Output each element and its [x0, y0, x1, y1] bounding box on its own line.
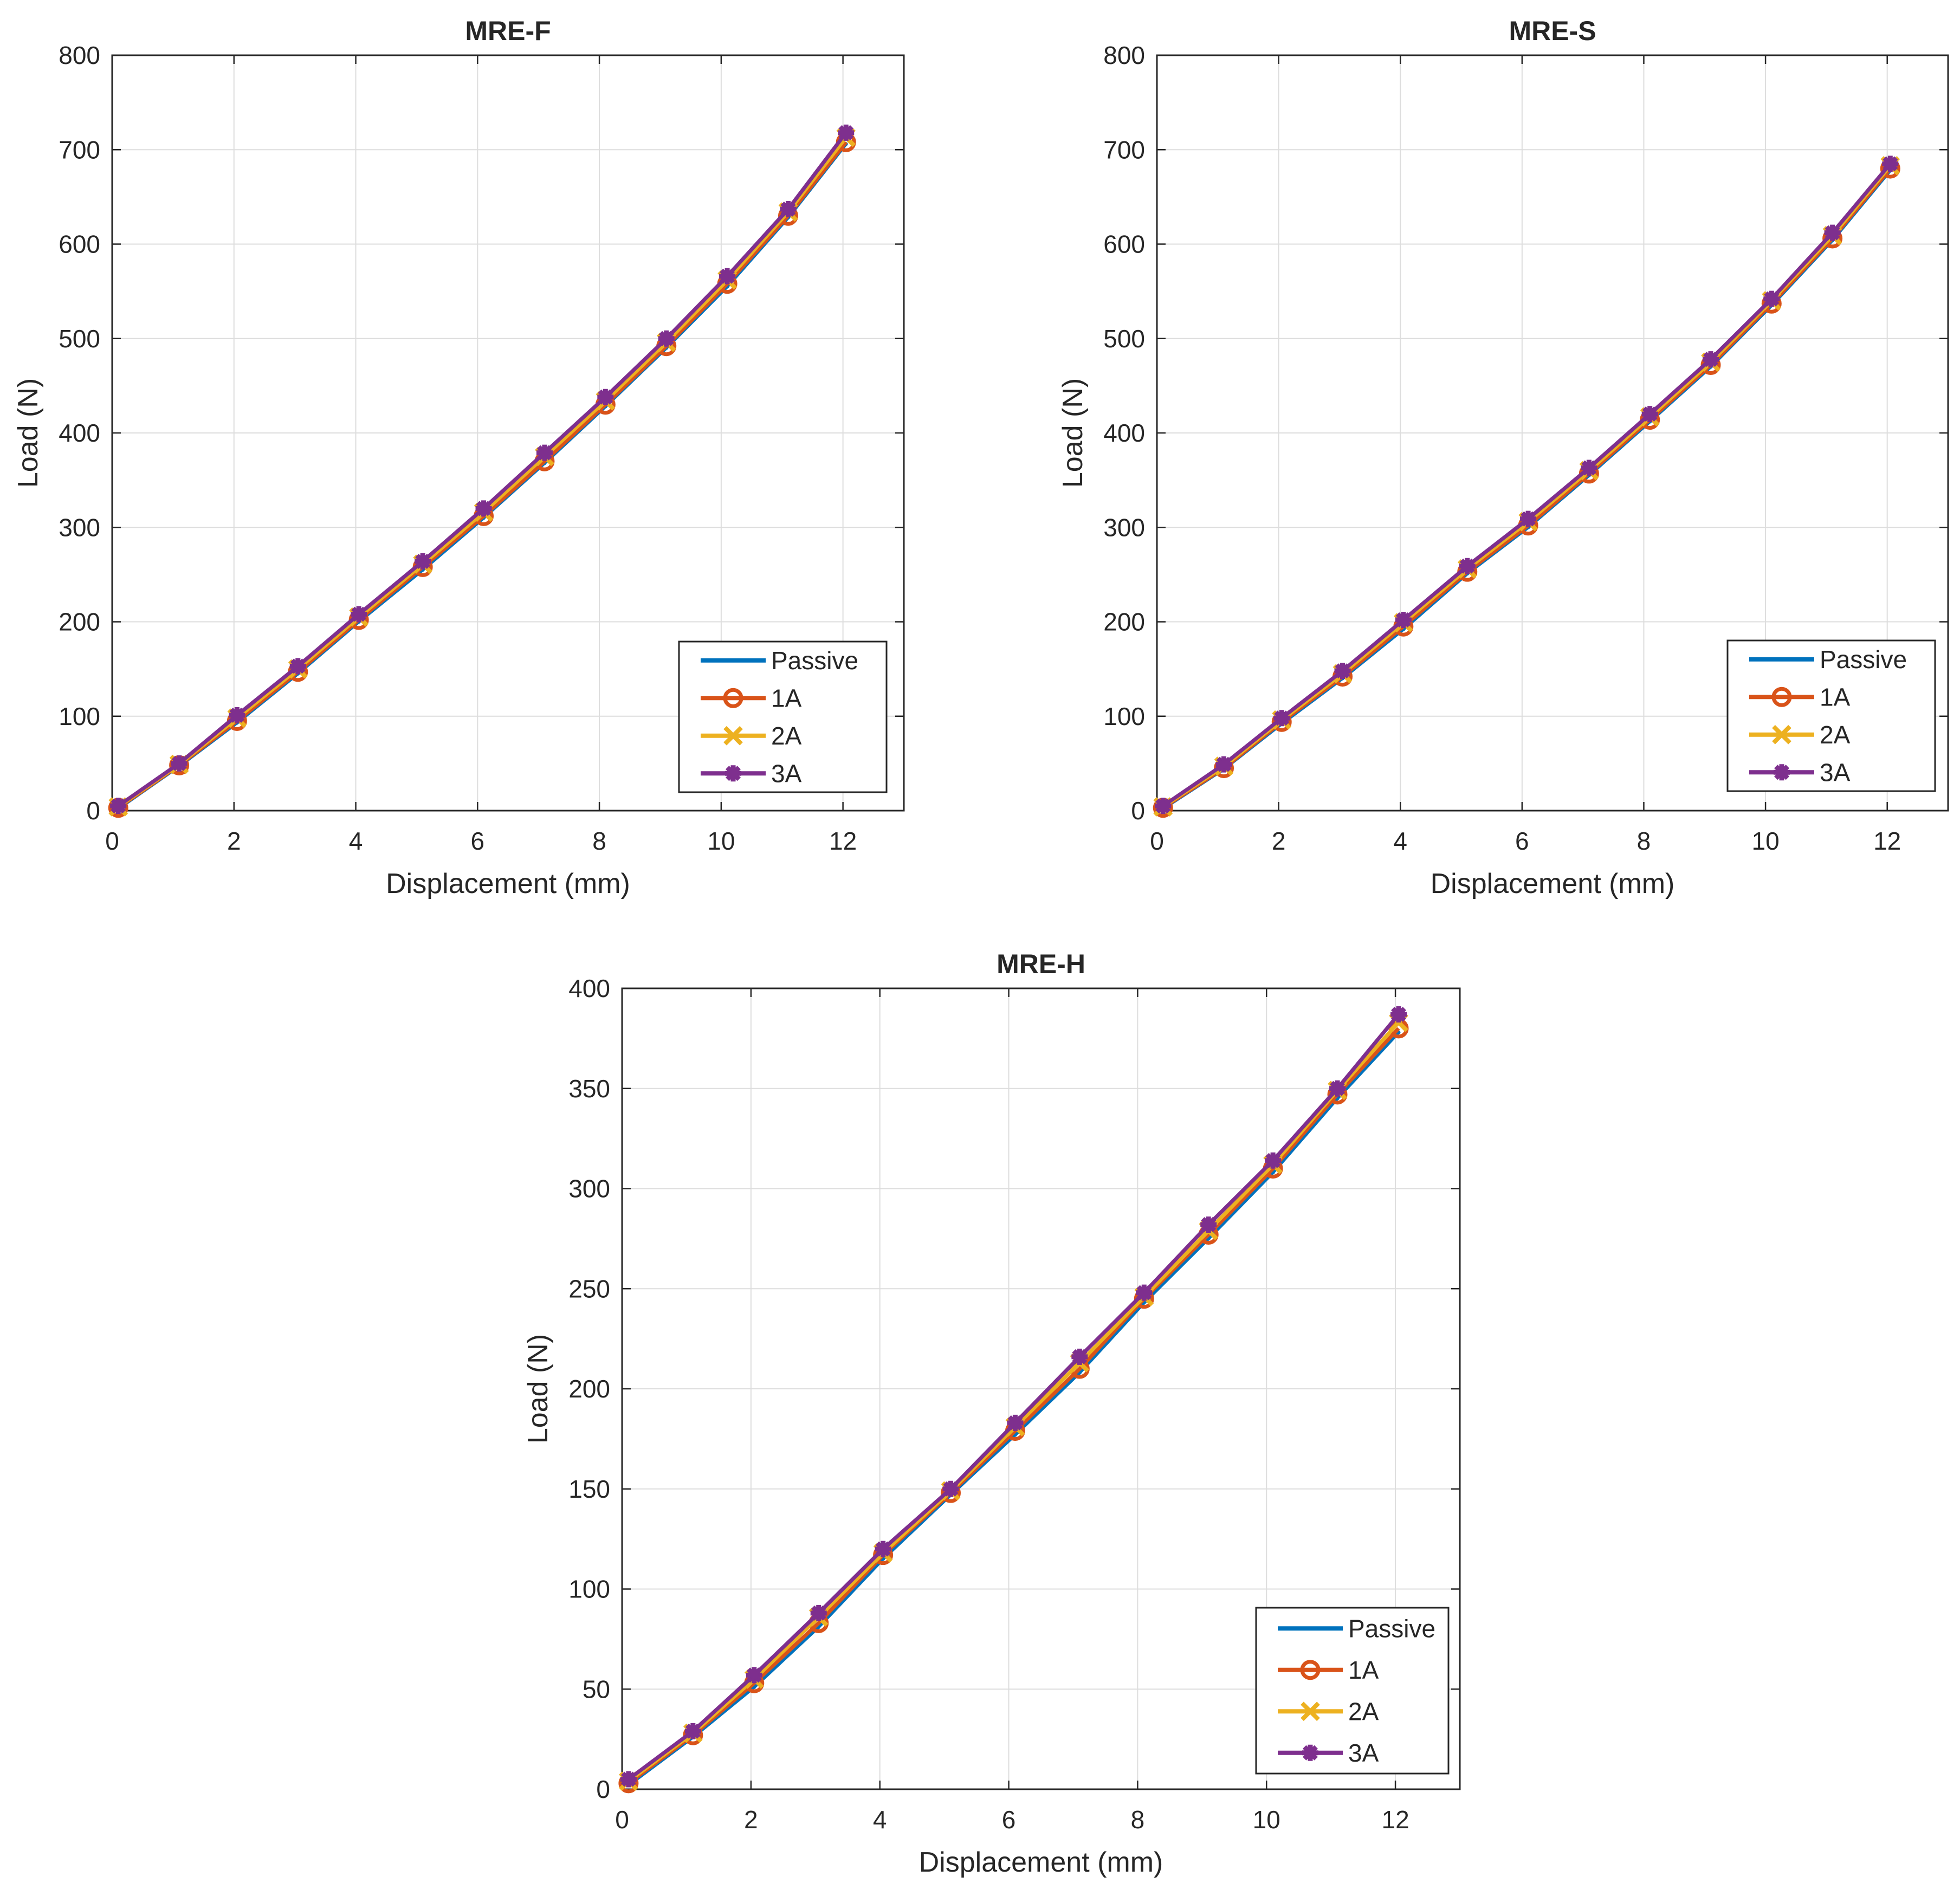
legend-label-3a: 3A [1820, 758, 1851, 786]
x-axis-label: Displacement (mm) [386, 868, 630, 900]
chart-title: MRE-F [465, 16, 551, 46]
y-tick-label: 250 [568, 1274, 610, 1303]
legend: Passive 1A 2A 3A [1726, 639, 1936, 792]
legend-label-passive: Passive [771, 646, 858, 675]
x-tick-label: 8 [592, 827, 606, 855]
legend: Passive 1A 2A 3A [1255, 1607, 1450, 1775]
y-axis-label: Load (N) [522, 1334, 554, 1444]
legend-marker-passive [731, 658, 735, 663]
y-tick-label: 100 [59, 702, 100, 730]
legend-label-passive: Passive [1820, 645, 1907, 674]
chart-title: MRE-H [997, 949, 1085, 979]
y-tick-label: 0 [86, 797, 100, 825]
y-tick-label: 0 [1131, 797, 1145, 825]
x-tick-label: 2 [1272, 827, 1286, 855]
legend-box [1255, 1607, 1450, 1775]
x-tick-label: 6 [471, 827, 485, 855]
y-tick-label: 600 [1103, 230, 1145, 258]
y-tick-label: 200 [568, 1375, 610, 1403]
legend-label-passive: Passive [1348, 1614, 1435, 1642]
y-tick-label: 50 [583, 1675, 610, 1703]
x-tick-label: 12 [1381, 1806, 1409, 1834]
x-tick-label: 0 [1150, 827, 1164, 855]
y-tick-label: 150 [568, 1475, 610, 1503]
y-tick-label: 400 [59, 419, 100, 447]
axes-box [111, 54, 905, 812]
x-axis-label: Displacement (mm) [1431, 868, 1675, 900]
y-tick-label: 300 [1103, 513, 1145, 541]
y-tick-label: 400 [1103, 419, 1145, 447]
y-tick-label: 700 [1103, 135, 1145, 164]
y-tick-label: 200 [59, 608, 100, 636]
legend-marker-passive [1308, 1626, 1312, 1630]
y-tick-label: 0 [596, 1775, 610, 1803]
legend-label-1a: 1A [771, 684, 802, 712]
y-tick-label: 500 [59, 325, 100, 353]
axes-box [621, 987, 1461, 1790]
y-tick-label: 800 [1103, 41, 1145, 69]
axes-box [1156, 54, 1949, 812]
x-tick-label: 10 [1253, 1806, 1280, 1834]
y-axis-label: Load (N) [1057, 378, 1089, 488]
y-tick-label: 600 [59, 230, 100, 258]
chart-mre-f: 0 2 4 6 8 10 12 0 100 200 300 400 500 600 700 800 MRE-F D… [12, 16, 905, 900]
legend-marker-2a [1301, 1701, 1320, 1722]
x-tick-label: 10 [707, 827, 735, 855]
legend-box [1726, 639, 1936, 792]
legend-marker-2a [1772, 724, 1791, 745]
y-tick-label: 800 [59, 41, 100, 69]
y-tick-label: 300 [59, 513, 100, 541]
legend-label-1a: 1A [1348, 1656, 1379, 1684]
legend-marker-2a [723, 726, 743, 746]
x-tick-label: 12 [829, 827, 857, 855]
y-tick-label: 700 [59, 135, 100, 164]
y-tick-label: 500 [1103, 325, 1145, 353]
chart-mre-h: 0 2 4 6 8 10 12 0 50 100 150 200 250 300 350 400 MRE-H Di… [522, 949, 1461, 1878]
x-axis-label: Displacement (mm) [919, 1847, 1163, 1878]
legend-marker-1a [1771, 687, 1792, 707]
legend-label-3a: 3A [771, 759, 802, 787]
legend-marker-1a [1300, 1660, 1321, 1680]
y-tick-label: 350 [568, 1075, 610, 1103]
x-tick-label: 4 [1393, 827, 1407, 855]
x-tick-label: 6 [1002, 1806, 1016, 1834]
x-tick-label: 12 [1873, 827, 1901, 855]
x-tick-label: 10 [1751, 827, 1779, 855]
x-tick-label: 0 [105, 827, 119, 855]
y-tick-label: 300 [568, 1175, 610, 1203]
legend-label-2a: 2A [771, 722, 802, 750]
legend-label-2a: 2A [1820, 721, 1851, 749]
legend-box [678, 640, 888, 793]
x-tick-label: 8 [1637, 827, 1651, 855]
x-tick-label: 4 [873, 1806, 887, 1834]
legend-label-2a: 2A [1348, 1697, 1379, 1725]
legend-label-1a: 1A [1820, 683, 1851, 711]
x-tick-label: 2 [227, 827, 241, 855]
legend: Passive 1A 2A 3A [678, 640, 888, 793]
y-tick-label: 100 [568, 1575, 610, 1603]
legend-label-3a: 3A [1348, 1739, 1379, 1767]
chart-mre-s: 0 2 4 6 8 10 12 0 100 200 300 400 500 600 700 800 MRE-S D… [1057, 16, 1949, 900]
y-tick-label: 200 [1103, 608, 1145, 636]
x-tick-label: 4 [349, 827, 363, 855]
x-tick-label: 8 [1131, 1806, 1145, 1834]
y-tick-label: 400 [568, 974, 610, 1002]
x-tick-label: 6 [1515, 827, 1529, 855]
legend-marker-passive [1780, 657, 1784, 662]
x-tick-label: 0 [615, 1806, 629, 1834]
legend-marker-1a [723, 688, 743, 708]
y-tick-label: 100 [1103, 702, 1145, 730]
x-tick-label: 2 [744, 1806, 758, 1834]
chart-title: MRE-S [1509, 16, 1596, 46]
y-axis-label: Load (N) [12, 378, 44, 488]
